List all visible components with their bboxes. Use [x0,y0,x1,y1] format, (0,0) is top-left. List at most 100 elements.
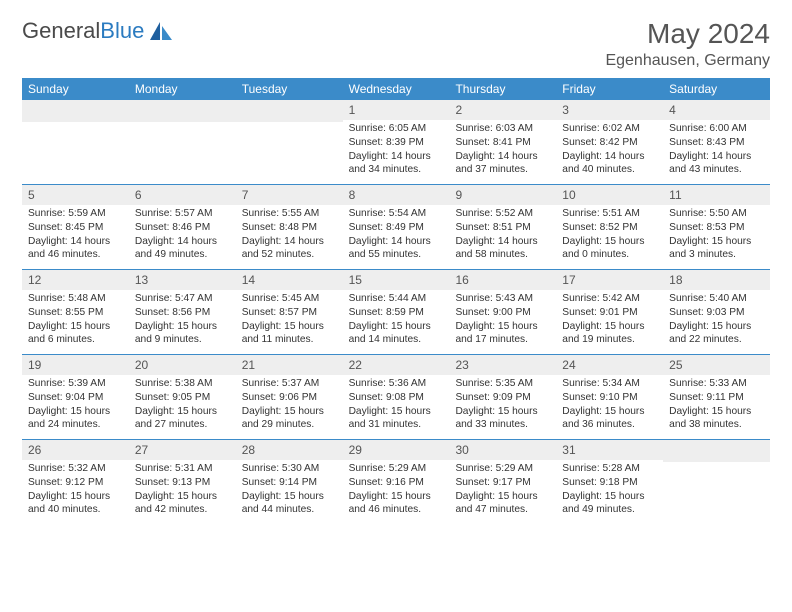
location-title: Egenhausen, Germany [605,52,770,70]
day-info: Sunrise: 6:00 AMSunset: 8:43 PMDaylight:… [663,120,770,183]
sunset-text: Sunset: 8:45 PM [28,221,123,235]
sunrise-text: Sunrise: 5:35 AM [455,377,550,391]
daylight-text: Daylight: 15 hours and 11 minutes. [242,320,337,348]
calendar-cell: 18Sunrise: 5:40 AMSunset: 9:03 PMDayligh… [663,270,770,354]
calendar-cell: 14Sunrise: 5:45 AMSunset: 8:57 PMDayligh… [236,270,343,354]
daylight-text: Daylight: 15 hours and 44 minutes. [242,490,337,518]
daylight-text: Daylight: 15 hours and 49 minutes. [562,490,657,518]
daylight-text: Daylight: 15 hours and 0 minutes. [562,235,657,263]
daylight-text: Daylight: 14 hours and 43 minutes. [669,150,764,178]
day-info: Sunrise: 5:57 AMSunset: 8:46 PMDaylight:… [129,205,236,268]
daylight-text: Daylight: 15 hours and 29 minutes. [242,405,337,433]
sunset-text: Sunset: 8:41 PM [455,136,550,150]
dayname-tue: Tuesday [236,78,343,100]
day-info: Sunrise: 6:03 AMSunset: 8:41 PMDaylight:… [449,120,556,183]
calendar-row: 5Sunrise: 5:59 AMSunset: 8:45 PMDaylight… [22,185,770,270]
day-number: 16 [449,270,556,290]
day-info: Sunrise: 6:05 AMSunset: 8:39 PMDaylight:… [343,120,450,183]
calendar: Sunday Monday Tuesday Wednesday Thursday… [22,78,770,524]
day-info: Sunrise: 5:52 AMSunset: 8:51 PMDaylight:… [449,205,556,268]
sunset-text: Sunset: 9:06 PM [242,391,337,405]
sunset-text: Sunset: 9:18 PM [562,476,657,490]
day-number: 11 [663,185,770,205]
daylight-text: Daylight: 15 hours and 36 minutes. [562,405,657,433]
daylight-text: Daylight: 15 hours and 22 minutes. [669,320,764,348]
sunset-text: Sunset: 9:05 PM [135,391,230,405]
calendar-cell: 10Sunrise: 5:51 AMSunset: 8:52 PMDayligh… [556,185,663,269]
calendar-cell: 11Sunrise: 5:50 AMSunset: 8:53 PMDayligh… [663,185,770,269]
sunrise-text: Sunrise: 5:45 AM [242,292,337,306]
sunrise-text: Sunrise: 5:48 AM [28,292,123,306]
day-info: Sunrise: 5:33 AMSunset: 9:11 PMDaylight:… [663,375,770,438]
calendar-cell: 8Sunrise: 5:54 AMSunset: 8:49 PMDaylight… [343,185,450,269]
day-info: Sunrise: 5:38 AMSunset: 9:05 PMDaylight:… [129,375,236,438]
calendar-cell: 29Sunrise: 5:29 AMSunset: 9:16 PMDayligh… [343,440,450,524]
sunset-text: Sunset: 9:03 PM [669,306,764,320]
calendar-cell: 21Sunrise: 5:37 AMSunset: 9:06 PMDayligh… [236,355,343,439]
sunset-text: Sunset: 8:56 PM [135,306,230,320]
day-number: 4 [663,100,770,120]
day-info: Sunrise: 5:51 AMSunset: 8:52 PMDaylight:… [556,205,663,268]
dayname-fri: Friday [556,78,663,100]
day-number: 12 [22,270,129,290]
brand-blue: Blue [100,18,144,43]
day-info: Sunrise: 5:30 AMSunset: 9:14 PMDaylight:… [236,460,343,523]
daylight-text: Daylight: 15 hours and 27 minutes. [135,405,230,433]
calendar-cell [663,440,770,524]
sunset-text: Sunset: 8:52 PM [562,221,657,235]
daylight-text: Daylight: 15 hours and 38 minutes. [669,405,764,433]
sunrise-text: Sunrise: 5:51 AM [562,207,657,221]
day-info: Sunrise: 5:40 AMSunset: 9:03 PMDaylight:… [663,290,770,353]
day-info: Sunrise: 5:45 AMSunset: 8:57 PMDaylight:… [236,290,343,353]
sunrise-text: Sunrise: 6:03 AM [455,122,550,136]
sunset-text: Sunset: 8:57 PM [242,306,337,320]
calendar-cell: 30Sunrise: 5:29 AMSunset: 9:17 PMDayligh… [449,440,556,524]
calendar-cell: 22Sunrise: 5:36 AMSunset: 9:08 PMDayligh… [343,355,450,439]
calendar-cell: 6Sunrise: 5:57 AMSunset: 8:46 PMDaylight… [129,185,236,269]
day-info: Sunrise: 5:43 AMSunset: 9:00 PMDaylight:… [449,290,556,353]
day-number: 15 [343,270,450,290]
sunrise-text: Sunrise: 5:28 AM [562,462,657,476]
dayname-mon: Monday [129,78,236,100]
calendar-cell: 20Sunrise: 5:38 AMSunset: 9:05 PMDayligh… [129,355,236,439]
day-info: Sunrise: 5:29 AMSunset: 9:16 PMDaylight:… [343,460,450,523]
sunrise-text: Sunrise: 5:36 AM [349,377,444,391]
calendar-cell [22,100,129,184]
day-number: 6 [129,185,236,205]
calendar-cell: 24Sunrise: 5:34 AMSunset: 9:10 PMDayligh… [556,355,663,439]
calendar-cell: 2Sunrise: 6:03 AMSunset: 8:41 PMDaylight… [449,100,556,184]
sunset-text: Sunset: 9:08 PM [349,391,444,405]
day-info: Sunrise: 5:36 AMSunset: 9:08 PMDaylight:… [343,375,450,438]
sunrise-text: Sunrise: 5:31 AM [135,462,230,476]
sunset-text: Sunset: 8:51 PM [455,221,550,235]
day-number: 10 [556,185,663,205]
title-block: May 2024 Egenhausen, Germany [605,18,770,70]
day-number: 8 [343,185,450,205]
sunrise-text: Sunrise: 5:57 AM [135,207,230,221]
sunrise-text: Sunrise: 5:54 AM [349,207,444,221]
sunrise-text: Sunrise: 5:40 AM [669,292,764,306]
calendar-cell [236,100,343,184]
day-number: 13 [129,270,236,290]
sunset-text: Sunset: 9:17 PM [455,476,550,490]
sunrise-text: Sunrise: 5:39 AM [28,377,123,391]
day-info: Sunrise: 6:02 AMSunset: 8:42 PMDaylight:… [556,120,663,183]
sunset-text: Sunset: 8:59 PM [349,306,444,320]
daylight-text: Daylight: 15 hours and 46 minutes. [349,490,444,518]
daylight-text: Daylight: 15 hours and 17 minutes. [455,320,550,348]
daylight-text: Daylight: 15 hours and 14 minutes. [349,320,444,348]
day-info: Sunrise: 5:47 AMSunset: 8:56 PMDaylight:… [129,290,236,353]
sunrise-text: Sunrise: 5:52 AM [455,207,550,221]
brand-text: GeneralBlue [22,18,144,44]
sunset-text: Sunset: 9:11 PM [669,391,764,405]
sunrise-text: Sunrise: 5:34 AM [562,377,657,391]
sunrise-text: Sunrise: 5:42 AM [562,292,657,306]
sunset-text: Sunset: 8:46 PM [135,221,230,235]
day-info: Sunrise: 5:54 AMSunset: 8:49 PMDaylight:… [343,205,450,268]
day-number [663,440,770,462]
sunrise-text: Sunrise: 5:37 AM [242,377,337,391]
day-info: Sunrise: 5:34 AMSunset: 9:10 PMDaylight:… [556,375,663,438]
day-number: 20 [129,355,236,375]
day-info: Sunrise: 5:55 AMSunset: 8:48 PMDaylight:… [236,205,343,268]
day-number: 17 [556,270,663,290]
